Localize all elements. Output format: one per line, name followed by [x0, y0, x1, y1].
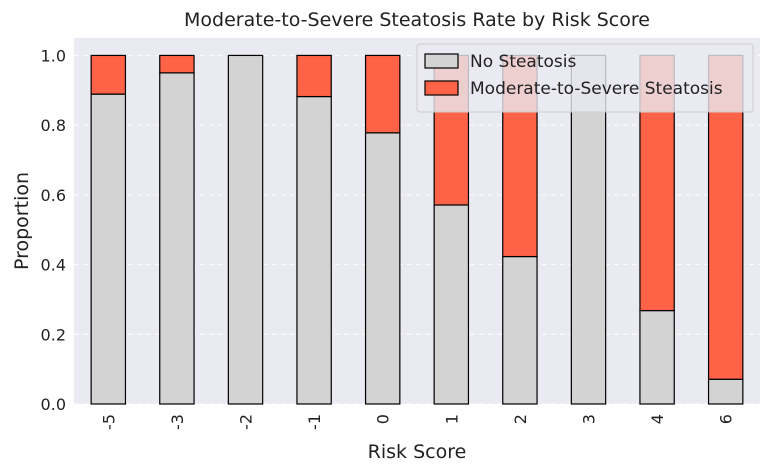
y-axis-ticks: 0.0 0.2 0.4 0.6 0.8 1.0 [41, 46, 66, 414]
x-tick-label: -2 [237, 414, 256, 430]
x-tick-label: -5 [99, 414, 118, 430]
legend-label: No Steatosis [470, 52, 577, 72]
x-tick-label: -3 [168, 414, 187, 430]
bar-segment [227, 54, 264, 405]
bar-segment [707, 378, 744, 405]
legend-box [416, 43, 754, 113]
y-tick-label: 0.0 [41, 395, 66, 414]
y-axis-label: Proportion [11, 172, 33, 270]
bar-segment [296, 95, 332, 405]
y-tick-label: 0.2 [41, 325, 66, 344]
bar-segment [364, 54, 401, 134]
x-tick-label: 1 [442, 414, 461, 424]
y-tick-label: 0.4 [41, 256, 66, 275]
x-tick-label: 3 [580, 414, 599, 424]
y-tick-label: 1.0 [41, 46, 66, 65]
x-tick-label: 2 [511, 414, 530, 424]
bar-segment [90, 54, 127, 95]
bar-segment [159, 54, 195, 74]
bar-segment [639, 309, 675, 405]
bar-segment [570, 54, 607, 405]
chart-title: Moderate-to-Severe Steatosis Rate by Ris… [184, 9, 650, 31]
bar-segment [296, 54, 332, 98]
legend-swatch [424, 80, 459, 96]
bars [90, 54, 744, 405]
x-tick-label: 4 [648, 414, 667, 424]
legend-label: Moderate-to-Severe Steatosis [470, 79, 723, 99]
x-tick-label: 0 [374, 414, 393, 424]
bar-segment [90, 93, 127, 405]
bar-segment [159, 72, 195, 405]
x-tick-label: 6 [717, 414, 736, 424]
x-axis-label: Risk Score [368, 441, 467, 463]
legend-swatch [424, 53, 459, 69]
y-tick-label: 0.8 [41, 116, 66, 135]
bar-segment [502, 255, 538, 405]
x-axis-ticks: -5 -3 -2 -1 0 1 2 3 4 6 [99, 414, 735, 430]
bar-segment [433, 204, 470, 405]
legend: No Steatosis Moderate-to-Severe Steatosis [416, 43, 754, 113]
y-tick-label: 0.6 [41, 186, 66, 205]
x-tick-label: -1 [305, 414, 324, 430]
bar-segment [364, 132, 401, 405]
